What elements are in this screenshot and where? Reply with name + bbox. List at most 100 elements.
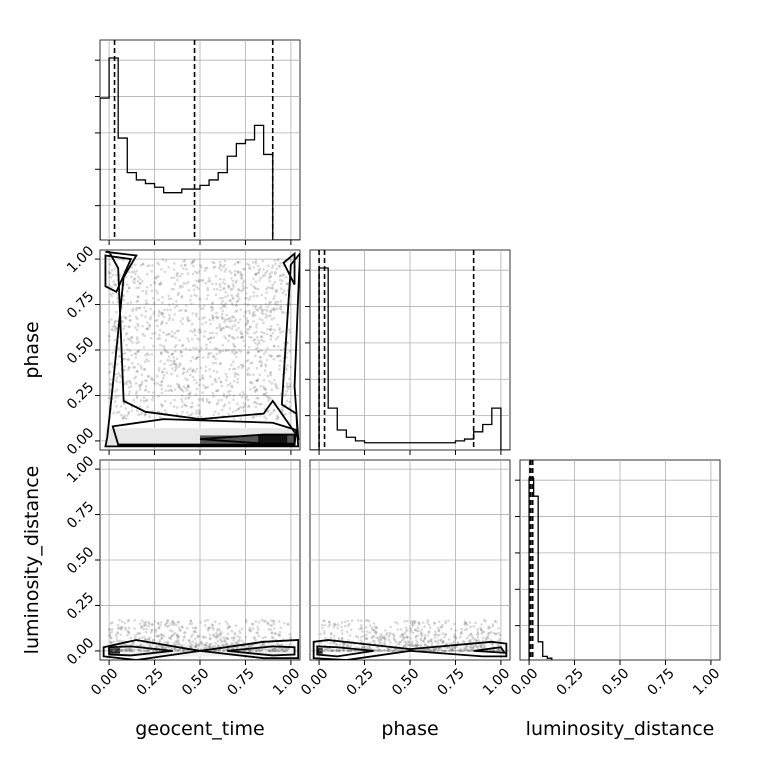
scatter-point bbox=[171, 318, 175, 321]
scatter-point bbox=[127, 358, 130, 361]
scatter-point bbox=[179, 284, 182, 288]
scatter-point bbox=[233, 337, 236, 340]
scatter-point bbox=[143, 622, 146, 626]
scatter-point bbox=[487, 627, 490, 630]
scatter-point bbox=[169, 636, 172, 640]
scatter-point bbox=[247, 309, 251, 313]
scatter-point bbox=[198, 410, 202, 413]
scatter-point bbox=[190, 337, 194, 341]
scatter-point bbox=[400, 633, 404, 637]
scatter-point bbox=[166, 358, 170, 362]
scatter-point bbox=[126, 337, 130, 341]
scatter-point bbox=[154, 645, 158, 649]
scatter-point bbox=[194, 393, 198, 396]
scatter-point bbox=[335, 649, 338, 652]
scatter-point bbox=[475, 639, 478, 643]
scatter-point bbox=[216, 401, 220, 405]
scatter-point bbox=[269, 628, 273, 631]
scatter-point bbox=[433, 649, 437, 652]
scatter-point bbox=[349, 649, 353, 653]
scatter-point bbox=[469, 632, 473, 636]
scatter-point bbox=[137, 349, 141, 352]
scatter-point bbox=[178, 642, 181, 646]
scatter-point bbox=[167, 355, 171, 358]
scatter-point bbox=[413, 621, 417, 625]
scatter-point bbox=[174, 365, 178, 369]
scatter-point bbox=[257, 341, 261, 345]
scatter-point bbox=[427, 623, 431, 627]
scatter-point bbox=[175, 406, 179, 409]
scatter-point bbox=[264, 388, 268, 392]
scatter-point bbox=[197, 398, 201, 401]
scatter-point bbox=[123, 402, 126, 405]
scatter-point bbox=[262, 268, 265, 271]
scatter-point bbox=[278, 307, 281, 310]
scatter-point bbox=[130, 409, 134, 413]
scatter-point bbox=[238, 260, 241, 264]
scatter-point bbox=[202, 636, 205, 639]
scatter-point bbox=[133, 618, 137, 622]
scatter-point bbox=[212, 355, 215, 359]
scatter-point bbox=[231, 279, 235, 283]
scatter-point bbox=[276, 649, 279, 652]
scatter-point bbox=[204, 386, 208, 389]
scatter-point bbox=[157, 395, 160, 398]
scatter-point bbox=[368, 646, 372, 649]
scatter-point bbox=[260, 335, 264, 339]
scatter-point bbox=[387, 647, 391, 651]
scatter-point bbox=[201, 397, 205, 400]
scatter-point bbox=[239, 274, 243, 277]
scatter-point bbox=[130, 649, 134, 653]
scatter-point bbox=[216, 633, 220, 637]
scatter-point bbox=[140, 313, 144, 317]
scatter-point bbox=[379, 637, 382, 641]
scatter-point bbox=[165, 625, 169, 628]
scatter-point bbox=[257, 269, 261, 272]
scatter-point bbox=[230, 636, 234, 640]
scatter-point bbox=[212, 413, 215, 417]
scatter-point bbox=[376, 648, 379, 652]
scatter-point bbox=[126, 368, 130, 372]
scatter-point bbox=[124, 317, 128, 320]
scatter-point bbox=[189, 619, 193, 623]
scatter-point bbox=[138, 384, 141, 387]
scatter-point bbox=[247, 298, 251, 301]
scatter-point bbox=[150, 289, 154, 293]
scatter-point bbox=[188, 348, 192, 352]
scatter-point bbox=[114, 405, 118, 408]
scatter-point bbox=[267, 409, 270, 413]
scatter-point bbox=[215, 287, 219, 291]
scatter-point bbox=[183, 635, 186, 638]
scatter-point bbox=[242, 339, 246, 343]
scatter-point bbox=[251, 312, 255, 315]
scatter-point bbox=[257, 339, 260, 342]
scatter-point bbox=[236, 336, 240, 339]
scatter-point bbox=[172, 623, 175, 627]
scatter-point bbox=[256, 308, 260, 312]
scatter-point bbox=[198, 412, 201, 416]
scatter-point bbox=[216, 639, 220, 643]
scatter-point bbox=[177, 386, 180, 389]
scatter-point bbox=[205, 343, 208, 347]
scatter-point bbox=[208, 368, 211, 371]
scatter-point bbox=[269, 371, 272, 375]
scatter-point bbox=[286, 341, 290, 345]
scatter-point bbox=[114, 324, 117, 328]
scatter-point bbox=[146, 302, 149, 305]
scatter-point bbox=[465, 644, 469, 648]
scatter-point bbox=[254, 405, 258, 409]
scatter-point bbox=[200, 415, 203, 419]
scatter-point bbox=[268, 413, 272, 417]
scatter-point bbox=[476, 632, 480, 635]
scatter-point bbox=[222, 286, 226, 290]
scatter-point bbox=[212, 316, 215, 319]
scatter-point bbox=[260, 402, 263, 406]
scatter-point bbox=[239, 330, 242, 333]
scatter-point bbox=[279, 359, 282, 363]
scatter-point bbox=[420, 632, 424, 635]
scatter-point bbox=[235, 646, 239, 650]
scatter-point bbox=[283, 649, 287, 653]
scatter-point bbox=[213, 645, 216, 648]
scatter-point bbox=[245, 359, 249, 363]
scatter-point bbox=[159, 402, 163, 406]
